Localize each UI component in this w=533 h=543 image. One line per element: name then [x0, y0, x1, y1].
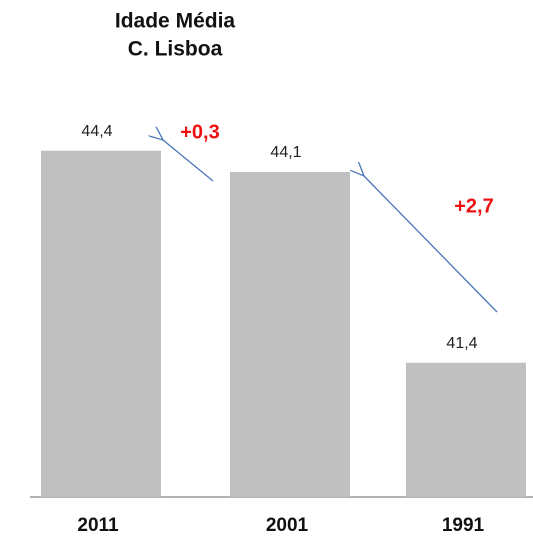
arrow	[163, 140, 214, 182]
chart-subtitle: C. Lisboa	[128, 38, 223, 61]
value-label: 44,4	[81, 123, 112, 140]
bar	[41, 150, 161, 497]
bar	[230, 171, 350, 497]
x-tick-label: 2001	[266, 515, 309, 536]
x-tick-label: 1991	[442, 515, 485, 536]
value-label: 41,4	[446, 335, 477, 352]
annotation: +2,7	[454, 195, 493, 217]
annotation: +0,3	[180, 121, 219, 143]
value-label: 44,1	[270, 144, 301, 161]
bar	[406, 362, 526, 497]
x-tick-label: 2011	[77, 515, 119, 536]
arrow	[364, 176, 498, 313]
chart-title: Idade Média	[115, 10, 236, 33]
